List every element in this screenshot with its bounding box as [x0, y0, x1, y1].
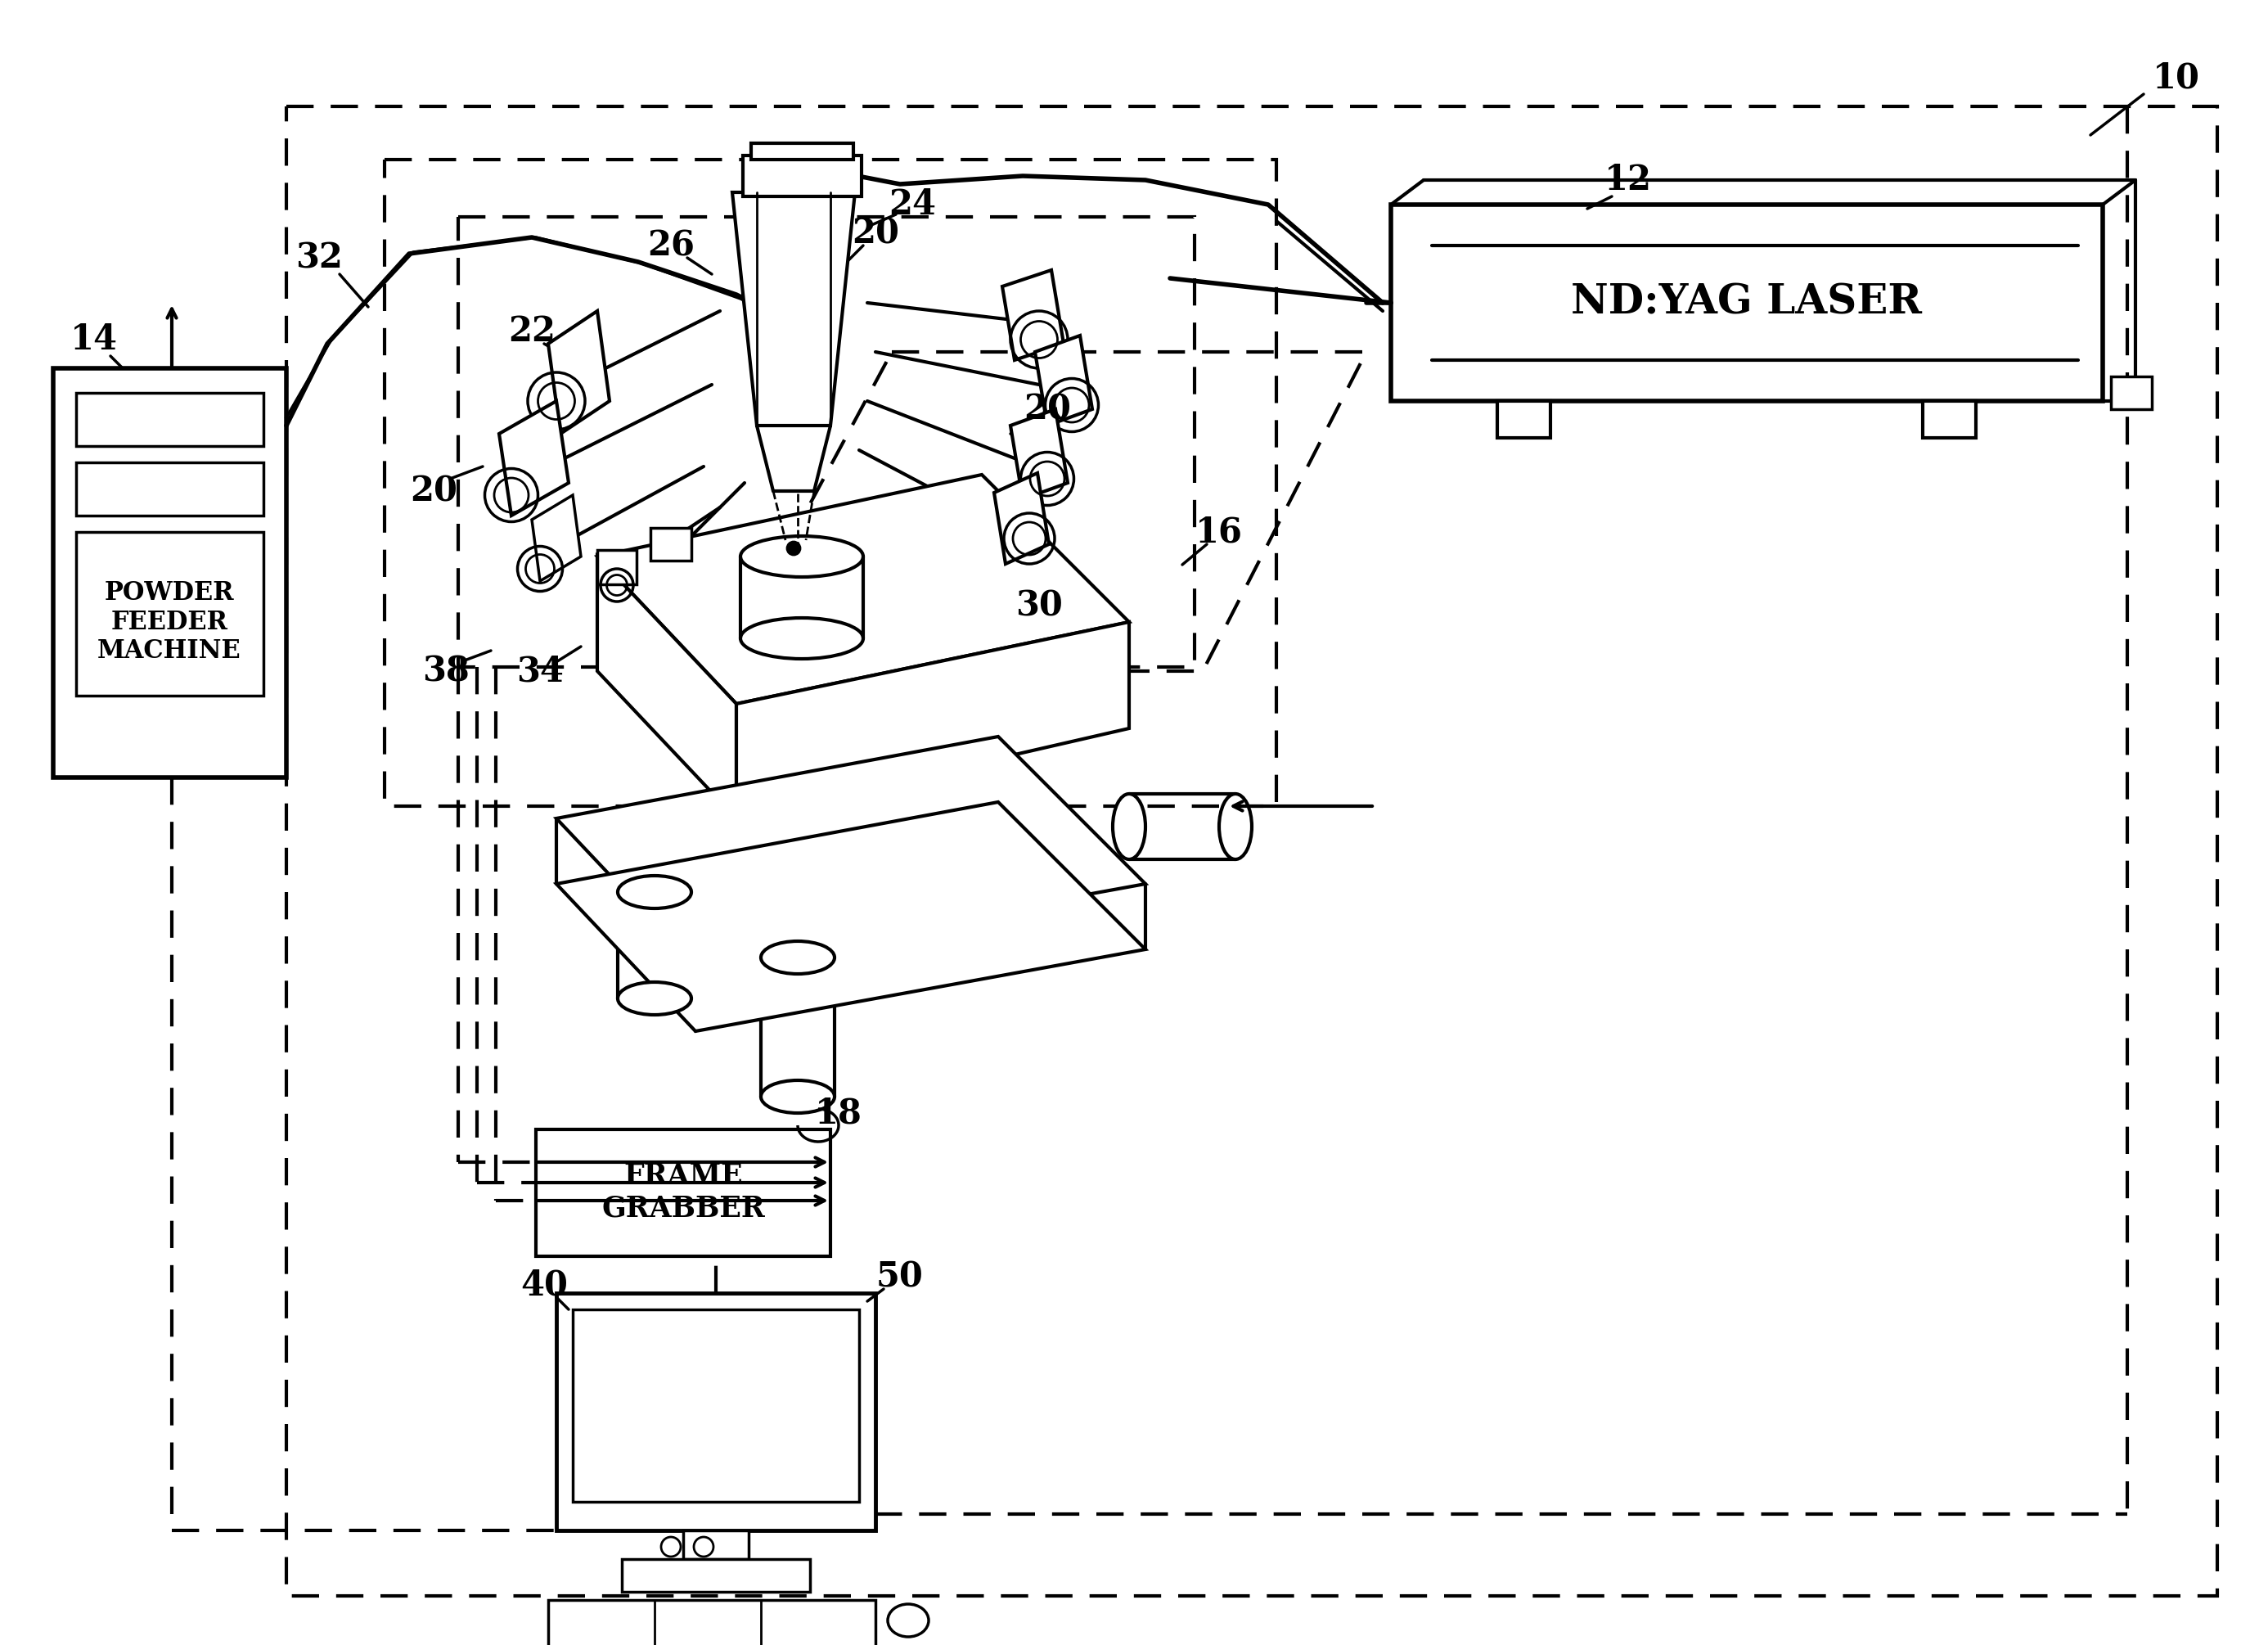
Ellipse shape — [1220, 795, 1252, 859]
Text: 22: 22 — [508, 314, 556, 349]
Text: 26: 26 — [646, 229, 694, 263]
Text: 12: 12 — [1603, 163, 1651, 197]
Polygon shape — [1002, 270, 1064, 360]
Bar — [744, 156, 862, 196]
Bar — [549, 1601, 875, 1645]
Bar — [77, 531, 263, 696]
Text: 14: 14 — [70, 322, 118, 357]
Text: ND:YAG LASER: ND:YAG LASER — [1572, 283, 1923, 322]
Polygon shape — [556, 737, 1145, 966]
Polygon shape — [1034, 336, 1093, 426]
Text: 38: 38 — [422, 655, 469, 688]
Ellipse shape — [1114, 795, 1145, 859]
Polygon shape — [1012, 410, 1068, 498]
Ellipse shape — [739, 536, 864, 577]
Circle shape — [660, 1536, 680, 1556]
Bar — [1390, 204, 2102, 401]
Text: 40: 40 — [519, 1268, 567, 1303]
Ellipse shape — [760, 1081, 835, 1114]
Text: 50: 50 — [875, 1260, 923, 1295]
Bar — [683, 1530, 748, 1559]
Text: 34: 34 — [517, 655, 565, 688]
Text: FRAME
GRABBER: FRAME GRABBER — [601, 1163, 764, 1222]
Text: 32: 32 — [295, 240, 342, 275]
Polygon shape — [993, 474, 1048, 564]
Text: 18: 18 — [814, 1096, 862, 1130]
Bar — [1923, 401, 1975, 438]
Bar — [751, 143, 853, 160]
Bar — [386, 160, 1277, 806]
Text: 10: 10 — [2152, 61, 2200, 95]
Bar — [77, 393, 263, 446]
Polygon shape — [556, 803, 1145, 1031]
Text: 16: 16 — [1195, 515, 1243, 549]
Circle shape — [787, 541, 801, 554]
Ellipse shape — [887, 1604, 928, 1637]
Bar — [286, 107, 2218, 1596]
Polygon shape — [733, 192, 855, 426]
Bar — [52, 368, 286, 778]
Polygon shape — [531, 495, 581, 581]
Bar — [535, 1130, 830, 1257]
Polygon shape — [549, 311, 610, 434]
Ellipse shape — [739, 619, 864, 658]
Bar — [77, 462, 263, 515]
Ellipse shape — [617, 875, 692, 908]
Circle shape — [694, 1536, 714, 1556]
Bar — [2112, 377, 2152, 410]
Text: 24: 24 — [889, 188, 937, 222]
Text: 20: 20 — [411, 474, 458, 508]
Polygon shape — [499, 401, 569, 515]
Text: 20: 20 — [853, 215, 898, 250]
Bar — [458, 217, 1195, 666]
Ellipse shape — [760, 941, 835, 974]
Bar — [621, 1559, 810, 1592]
Bar — [596, 549, 637, 584]
Bar — [574, 1309, 860, 1502]
Bar — [651, 528, 692, 561]
Polygon shape — [737, 622, 1129, 819]
Text: POWDER
FEEDER
MACHINE: POWDER FEEDER MACHINE — [98, 581, 240, 665]
Polygon shape — [596, 475, 1129, 704]
Ellipse shape — [617, 982, 692, 1015]
Bar — [1497, 401, 1551, 438]
Polygon shape — [596, 556, 737, 819]
Text: 30: 30 — [1016, 589, 1064, 623]
Text: 20: 20 — [1023, 392, 1070, 426]
Bar — [556, 1293, 875, 1530]
